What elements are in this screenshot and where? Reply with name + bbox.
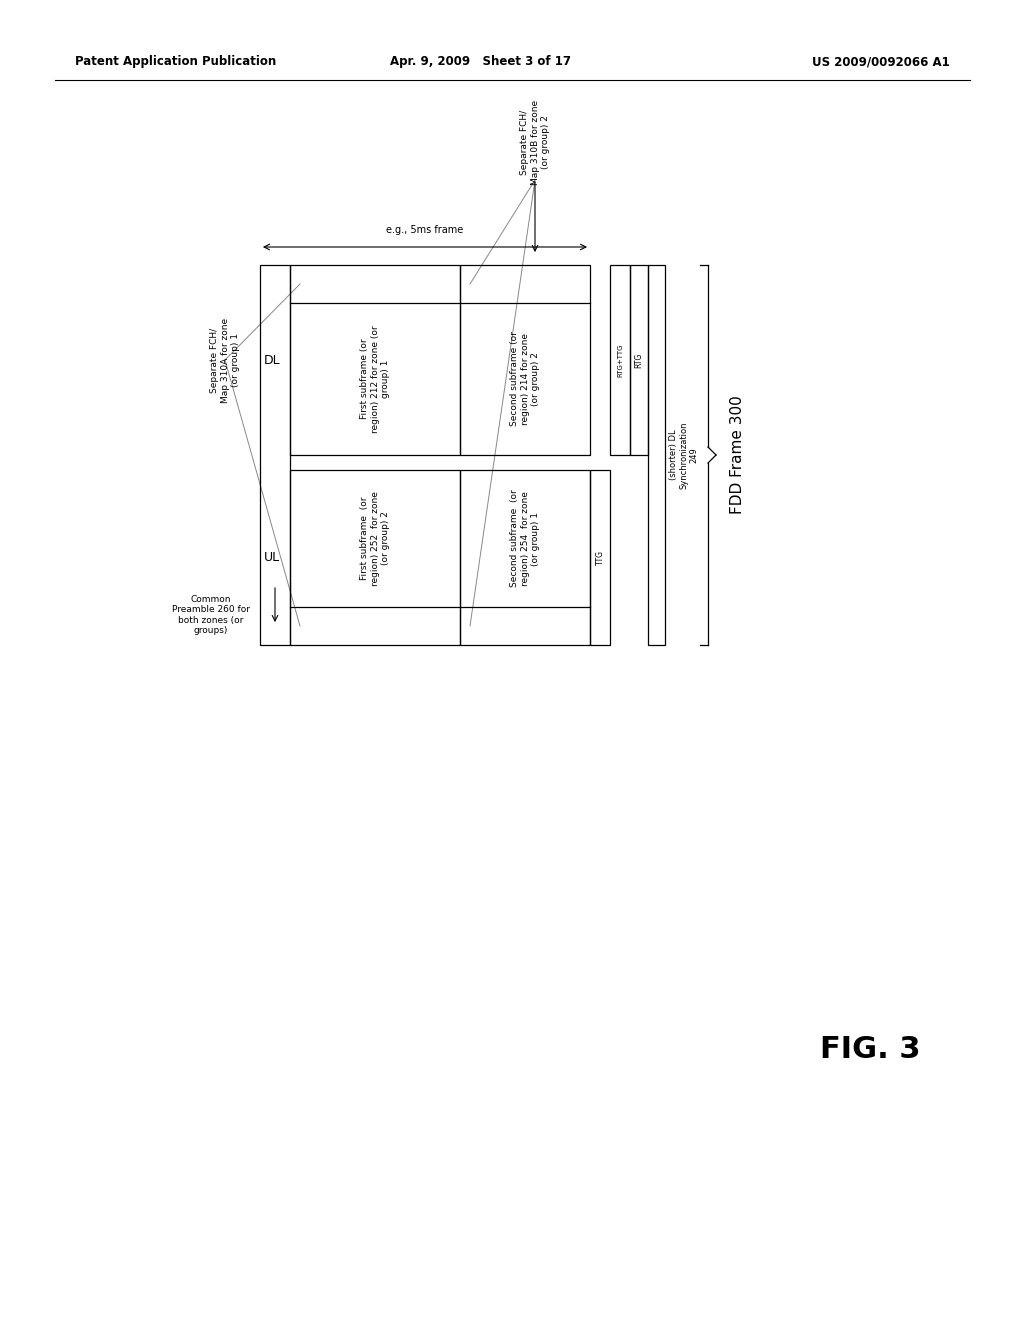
Text: First subframe  (or
region) 252  for zone
(or group) 2: First subframe (or region) 252 for zone … bbox=[360, 491, 390, 586]
Bar bbox=[610, 265, 630, 455]
Text: UL: UL bbox=[264, 550, 280, 564]
Text: Common
Preamble 260 for
both zones (or
groups): Common Preamble 260 for both zones (or g… bbox=[172, 595, 250, 635]
Bar bbox=[630, 265, 648, 455]
Text: (shorter) DL
Synchronization
249: (shorter) DL Synchronization 249 bbox=[669, 421, 698, 488]
Bar bbox=[290, 470, 460, 645]
Text: Patent Application Publication: Patent Application Publication bbox=[75, 55, 276, 69]
Bar bbox=[290, 265, 460, 455]
Text: FIG. 3: FIG. 3 bbox=[820, 1035, 921, 1064]
Bar bbox=[648, 265, 665, 645]
Text: RTG+TTG: RTG+TTG bbox=[617, 343, 623, 376]
Bar bbox=[460, 265, 590, 455]
Text: RTG: RTG bbox=[635, 352, 643, 368]
Bar bbox=[260, 265, 290, 645]
Text: Second subframe (or
region) 214 for zone
(or group) 2: Second subframe (or region) 214 for zone… bbox=[510, 331, 540, 426]
Bar bbox=[460, 470, 590, 645]
Text: US 2009/0092066 A1: US 2009/0092066 A1 bbox=[812, 55, 950, 69]
Text: TTG: TTG bbox=[596, 550, 604, 565]
Text: First subframe (or
region) 212 for zone (or
group) 1: First subframe (or region) 212 for zone … bbox=[360, 325, 390, 433]
Text: e.g., 5ms frame: e.g., 5ms frame bbox=[386, 224, 464, 235]
Text: Separate FCH/
Map 310B for zone
(or group) 2: Separate FCH/ Map 310B for zone (or grou… bbox=[520, 100, 550, 185]
Bar bbox=[590, 470, 610, 645]
Text: Second subframe  (or
region) 254  for zone
(or group) 1: Second subframe (or region) 254 for zone… bbox=[510, 490, 540, 587]
Text: Separate FCH/
Map 310A for zone
(or group) 1: Separate FCH/ Map 310A for zone (or grou… bbox=[210, 317, 240, 403]
Text: Apr. 9, 2009   Sheet 3 of 17: Apr. 9, 2009 Sheet 3 of 17 bbox=[389, 55, 570, 69]
Text: FDD Frame 300: FDD Frame 300 bbox=[730, 396, 745, 515]
Text: DL: DL bbox=[264, 354, 281, 367]
